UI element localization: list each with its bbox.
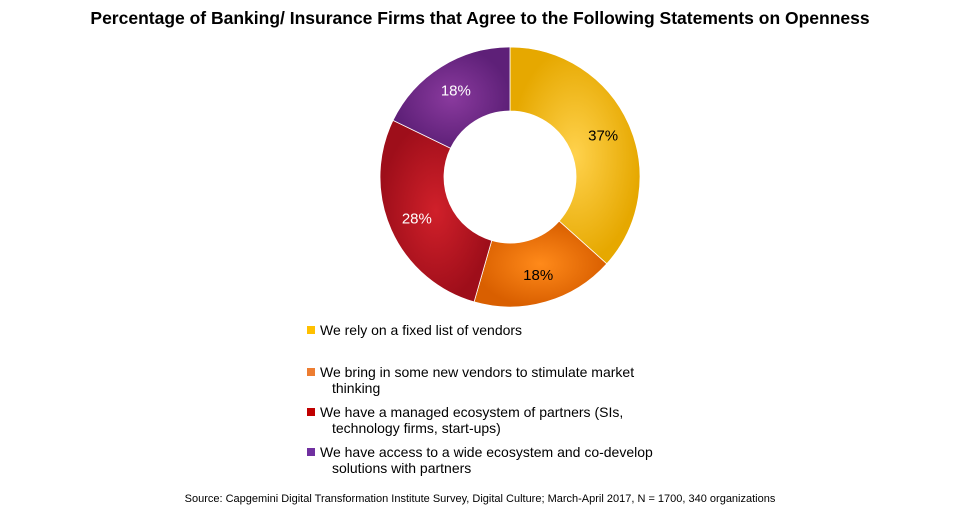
legend-label-continued: thinking: [332, 380, 381, 396]
legend-label: We have access to a wide ecosystem and c…: [320, 444, 653, 460]
legend-item: We rely on a fixed list of vendors: [307, 322, 707, 338]
donut-slice: [392, 46, 511, 149]
legend-label-continued: technology firms, start-ups): [332, 420, 501, 436]
donut-chart: 37% 18% 28% 18%: [379, 46, 641, 308]
slice-data-label: 37%: [588, 127, 618, 144]
slice-data-label: 18%: [441, 83, 471, 100]
legend-label: We bring in some new vendors to stimulat…: [320, 364, 635, 380]
donut-slice: [379, 119, 493, 303]
legend-label: We rely on a fixed list of vendors: [320, 322, 523, 338]
source-note: Source: Capgemini Digital Transformation…: [184, 493, 776, 505]
slice-data-label: 28%: [402, 211, 432, 228]
chart-legend: We rely on a fixed list of vendors We br…: [307, 322, 707, 484]
donut-slice: [509, 46, 641, 265]
donut-slice: [473, 220, 608, 308]
legend-label: We have a managed ecosystem of partners …: [320, 404, 624, 420]
legend-swatch: [307, 326, 315, 334]
legend-swatch: [307, 448, 315, 456]
donut-slices: [379, 46, 641, 308]
legend-swatch: [307, 408, 315, 416]
legend-item: We have a managed ecosystem of partners …: [307, 404, 707, 436]
donut-slice-labels: 37% 18% 28% 18%: [402, 83, 618, 284]
legend-item: We have access to a wide ecosystem and c…: [307, 444, 707, 476]
slice-data-label: 18%: [523, 267, 553, 284]
chart-title: Percentage of Banking/ Insurance Firms t…: [90, 8, 870, 28]
legend-item: We bring in some new vendors to stimulat…: [307, 364, 707, 396]
legend-swatch: [307, 368, 315, 376]
legend-label-continued: solutions with partners: [332, 460, 472, 476]
